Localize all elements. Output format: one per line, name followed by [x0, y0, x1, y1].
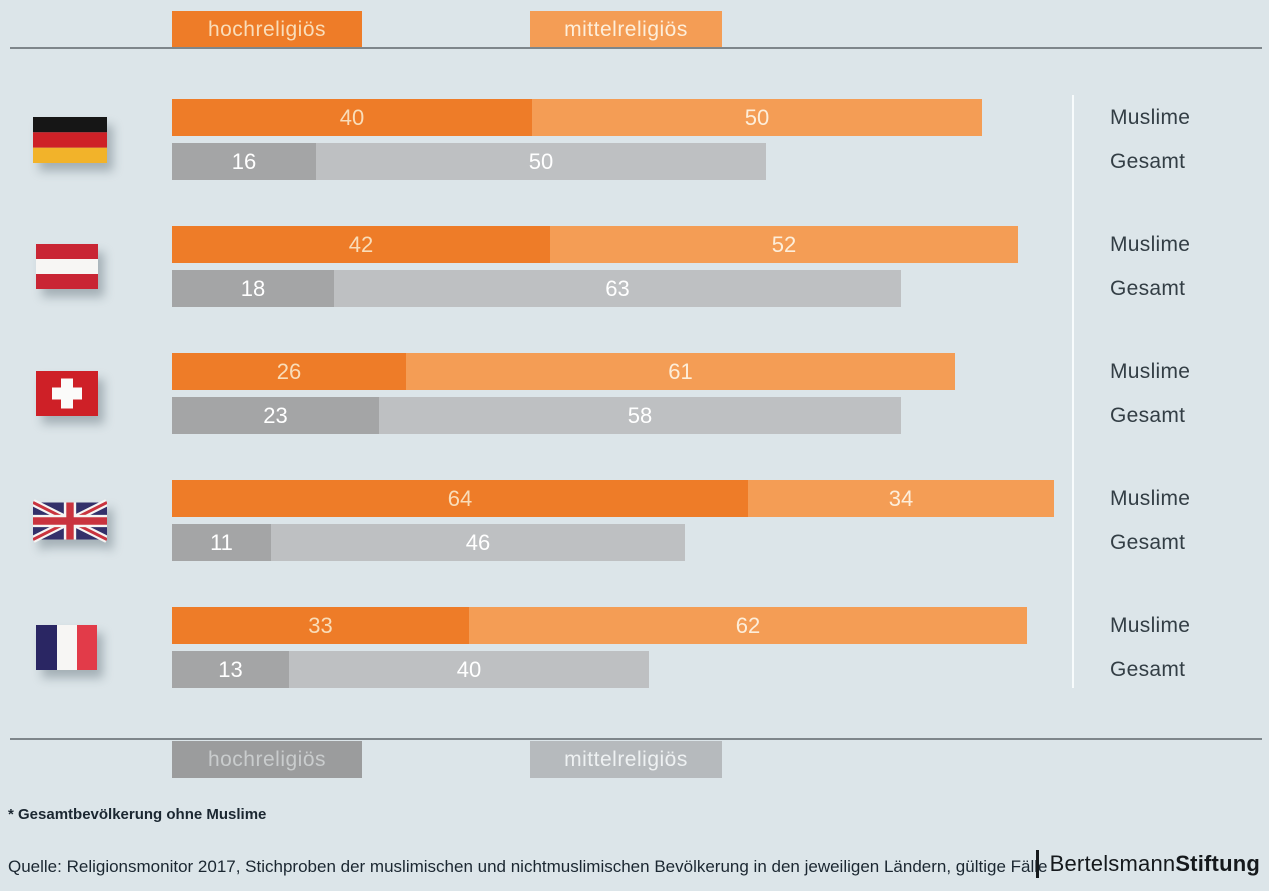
gesamt-bar: 11 46	[172, 524, 685, 561]
gesamt-bar: 23 58	[172, 397, 901, 434]
gesamt-bar: 13 40	[172, 651, 649, 688]
germany-flag-icon	[33, 117, 107, 163]
muslime-segment-mittelreligioes: 61	[406, 353, 955, 390]
gesamt-bar: 16 50	[172, 143, 766, 180]
gesamt-segment-hochreligioes: 18	[172, 270, 334, 307]
muslime-segment-hochreligioes: 40	[172, 99, 532, 136]
source-text: Quelle: Religionsmonitor 2017, Stichprob…	[8, 857, 1048, 876]
gesamt-row-label: Gesamt	[1110, 404, 1186, 427]
top-divider-line	[10, 47, 1262, 49]
gesamt-segment-mittelreligioes: 58	[379, 397, 901, 434]
label-separator-line	[1072, 95, 1074, 688]
muslime-row-label: Muslime	[1110, 106, 1191, 129]
gesamt-segment-hochreligioes: 11	[172, 524, 271, 561]
muslime-row-label: Muslime	[1110, 487, 1191, 510]
muslime-row-label: Muslime	[1110, 360, 1191, 383]
logo-suffix: Stiftung	[1175, 851, 1260, 876]
legend-bottom-hochreligioes: hochreligiös	[172, 741, 362, 778]
muslime-bar: 42 52	[172, 226, 1018, 263]
muslime-bar: 26 61	[172, 353, 955, 390]
bottom-divider-line	[10, 738, 1262, 740]
austria-flag-icon	[36, 244, 98, 289]
muslime-row-label: Muslime	[1110, 233, 1191, 256]
gesamt-bar: 18 63	[172, 270, 901, 307]
muslime-segment-mittelreligioes: 62	[469, 607, 1027, 644]
country-row-france: 33 62 Muslime 13 40 Gesamt	[0, 607, 1269, 688]
gesamt-segment-mittelreligioes: 40	[289, 651, 649, 688]
muslime-segment-hochreligioes: 42	[172, 226, 550, 263]
gesamt-row-label: Gesamt	[1110, 658, 1186, 681]
gesamt-segment-mittelreligioes: 50	[316, 143, 766, 180]
gesamt-row-label: Gesamt	[1110, 531, 1186, 554]
legend-bottom-mittelreligioes: mittelreligiös	[530, 741, 722, 778]
country-row-uk: 64 34 Muslime 11 46 Gesamt	[0, 480, 1269, 561]
muslime-bar: 40 50	[172, 99, 982, 136]
gesamt-row-label: Gesamt	[1110, 150, 1186, 173]
gesamt-segment-hochreligioes: 16	[172, 143, 316, 180]
muslime-segment-hochreligioes: 26	[172, 353, 406, 390]
country-row-austria: 42 52 Muslime 18 63 Gesamt	[0, 226, 1269, 307]
muslime-segment-mittelreligioes: 34	[748, 480, 1054, 517]
france-flag-icon	[36, 625, 97, 670]
legend-top-hochreligioes: hochreligiös	[172, 11, 362, 48]
legend-top-mittelreligioes: mittelreligiös	[530, 11, 722, 48]
muslime-segment-hochreligioes: 33	[172, 607, 469, 644]
country-row-germany: 40 50 Muslime 16 50 Gesamt	[0, 99, 1269, 180]
muslime-bar: 64 34	[172, 480, 1054, 517]
footnote: * Gesamtbevölkerung ohne Muslime	[8, 806, 267, 823]
muslime-row-label: Muslime	[1110, 614, 1191, 637]
country-row-switzerland: 26 61 Muslime 23 58 Gesamt	[0, 353, 1269, 434]
switzerland-flag-icon	[36, 371, 98, 416]
bertelsmann-stiftung-logo: Bertelsmann Stiftung	[1035, 850, 1260, 878]
logo-bar-icon	[1035, 850, 1039, 878]
gesamt-segment-hochreligioes: 23	[172, 397, 379, 434]
muslime-segment-mittelreligioes: 52	[550, 226, 1018, 263]
logo-name: Bertelsmann	[1049, 851, 1176, 876]
gesamt-segment-hochreligioes: 13	[172, 651, 289, 688]
gesamt-segment-mittelreligioes: 46	[271, 524, 685, 561]
muslime-segment-hochreligioes: 64	[172, 480, 748, 517]
uk-flag-icon	[33, 498, 107, 544]
gesamt-row-label: Gesamt	[1110, 277, 1186, 300]
gesamt-segment-mittelreligioes: 63	[334, 270, 901, 307]
muslime-bar: 33 62	[172, 607, 1027, 644]
muslime-segment-mittelreligioes: 50	[532, 99, 982, 136]
